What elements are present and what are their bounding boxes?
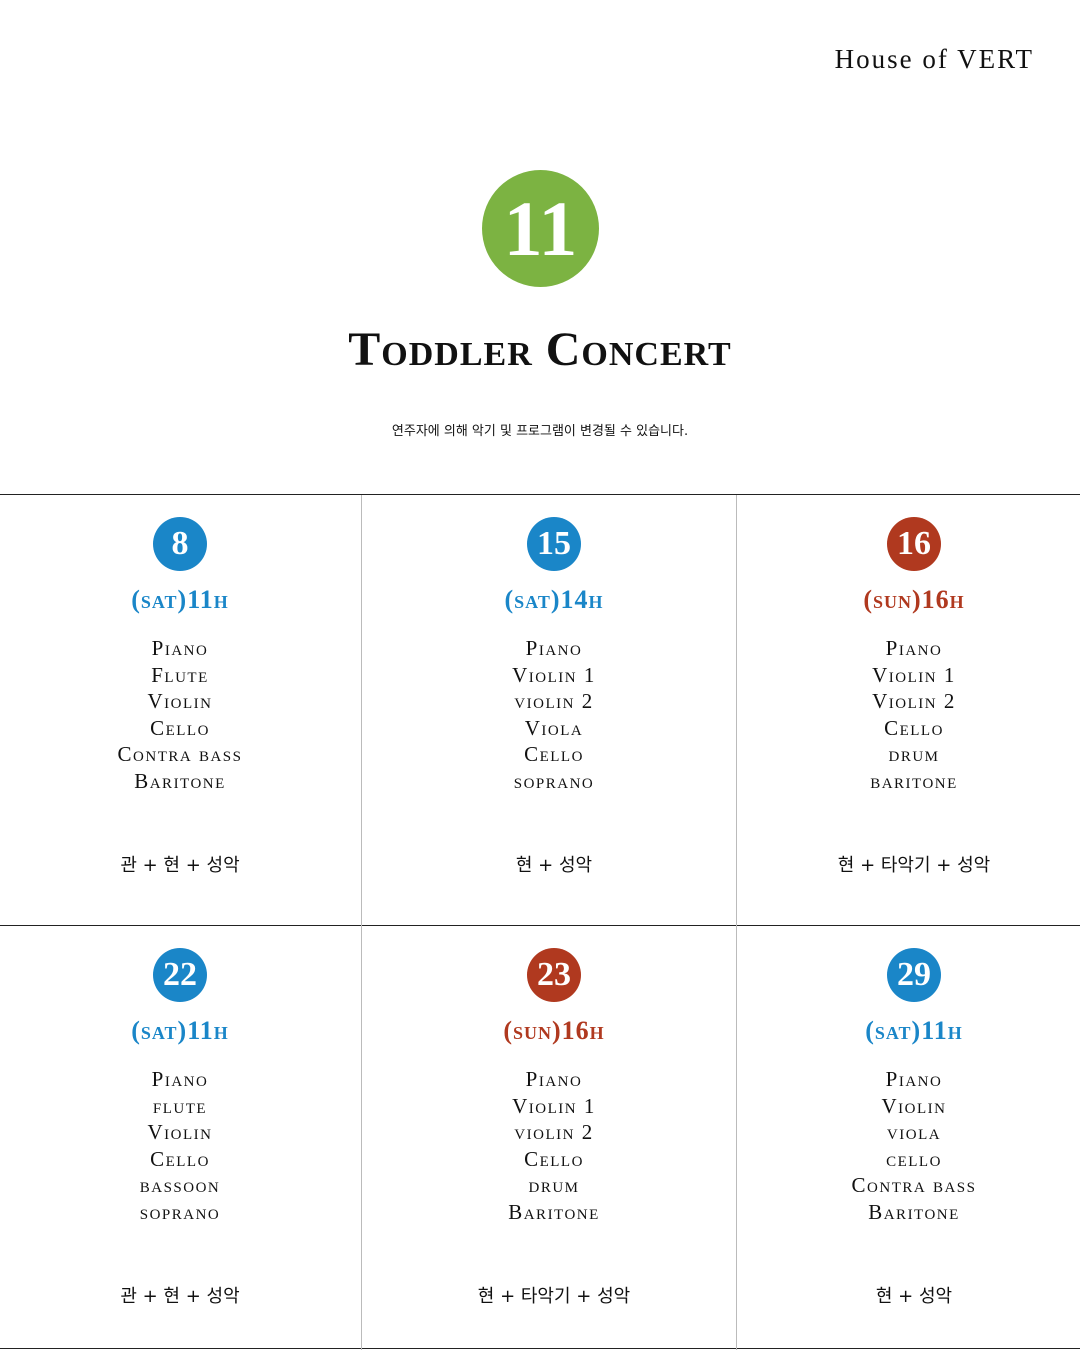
- instrument-item: flute: [152, 1093, 208, 1118]
- instrument-item: baritone: [870, 768, 958, 793]
- concert-cell: 15 (sat)14h Piano Violin 1 violin 2 Viola Cell…: [374, 495, 734, 925]
- concert-cell: 16 (sun)16h Piano Violin 1 Violin 2 Cello drum…: [734, 495, 1080, 925]
- instrument-item: Viola: [524, 715, 584, 740]
- instrument-item: Cello: [150, 1146, 210, 1171]
- instrument-item: Piano: [525, 636, 583, 660]
- instrument-item: Cello: [524, 742, 584, 766]
- instrument-item: Baritone: [134, 768, 226, 793]
- instrument-item: Piano: [151, 636, 209, 660]
- brand-name: House of VERT: [834, 44, 1034, 74]
- category-label: 현 + 성악: [515, 855, 593, 876]
- concert-time: (sun)16h: [503, 1016, 605, 1045]
- instrument-item: cello: [886, 1146, 942, 1171]
- instrument-item: bassoon: [139, 1173, 221, 1197]
- month-badge: 11: [482, 170, 599, 287]
- instrument-item: Contra bass: [851, 1173, 977, 1197]
- divider: [0, 494, 1080, 495]
- page-title: Toddler Concert: [348, 323, 732, 376]
- instrument-item: Cello: [884, 715, 944, 740]
- instrument-item: Piano: [151, 1067, 209, 1091]
- instrument-item: Flute: [151, 662, 209, 687]
- instrument-item: Violin 1: [512, 662, 596, 687]
- instrument-item: Violin: [881, 1093, 947, 1118]
- instrument-item: drum: [528, 1173, 580, 1197]
- concert-time: (sat)14h: [504, 585, 604, 614]
- instrument-item: Violin 1: [512, 1093, 596, 1118]
- instrument-item: Violin 1: [872, 662, 956, 687]
- instrument-item: Cello: [524, 1146, 584, 1171]
- category-label: 관 + 현 + 성악: [120, 855, 240, 876]
- divider: [361, 495, 362, 1350]
- concert-time: (sat)11h: [865, 1016, 963, 1045]
- divider: [0, 925, 1080, 926]
- divider: [0, 1348, 1080, 1349]
- category-label: 현 + 타악기 + 성악: [477, 1286, 631, 1307]
- category-label: 현 + 타악기 + 성악: [837, 855, 991, 876]
- instrument-item: soprano: [513, 768, 595, 793]
- day-badge: 29: [887, 948, 941, 1002]
- instrument-item: viola: [886, 1120, 942, 1144]
- instrument-list: Piano Violin 1 violin 2 Cello drum Baritone: [374, 1066, 734, 1225]
- instrument-item: Contra bass: [117, 742, 243, 766]
- concert-cell: 23 (sun)16h Piano Violin 1 violin 2 Cello drum…: [374, 926, 734, 1356]
- day-badge: 8: [153, 517, 207, 571]
- category-label: 현 + 성악: [875, 1286, 953, 1307]
- instrument-item: Violin: [147, 1120, 213, 1144]
- concert-time: (sat)11h: [131, 585, 229, 614]
- concert-cell: 29 (sat)11h Piano Violin viola cello Contra ba…: [734, 926, 1080, 1356]
- category-label: 관 + 현 + 성악: [120, 1286, 240, 1307]
- day-badge: 22: [153, 948, 207, 1002]
- instrument-item: violin 2: [514, 689, 594, 713]
- instrument-item: soprano: [139, 1199, 221, 1224]
- instrument-list: Piano Violin 1 violin 2 Viola Cello soprano: [374, 635, 734, 794]
- instrument-list: Piano Flute Violin Cello Contra bass Baritone: [0, 635, 360, 794]
- instrument-item: drum: [888, 742, 940, 766]
- instrument-item: Baritone: [868, 1199, 960, 1224]
- concert-time: (sat)11h: [131, 1016, 229, 1045]
- instrument-item: Baritone: [508, 1199, 600, 1224]
- instrument-item: violin 2: [514, 1120, 594, 1144]
- day-badge: 15: [527, 517, 581, 571]
- concert-cell: 22 (sat)11h Piano flute Violin Cello bassoon so…: [0, 926, 360, 1356]
- instrument-item: Violin: [147, 689, 213, 713]
- divider: [736, 495, 737, 1350]
- concert-cell: 8 (sat)11h Piano Flute Violin Cello Contra bas…: [0, 495, 360, 925]
- notice-text: 연주자에 의해 악기 및 프로그램이 변경될 수 있습니다.: [391, 424, 689, 439]
- instrument-item: Cello: [150, 715, 210, 740]
- instrument-item: Violin 2: [872, 689, 956, 713]
- day-badge: 16: [887, 517, 941, 571]
- instrument-list: Piano Violin viola cello Contra bass Baritone: [734, 1066, 1080, 1225]
- day-badge: 23: [527, 948, 581, 1002]
- concert-time: (sun)16h: [863, 585, 965, 614]
- instrument-list: Piano Violin 1 Violin 2 Cello drum baritone: [734, 635, 1080, 794]
- instrument-list: Piano flute Violin Cello bassoon soprano: [0, 1066, 360, 1225]
- instrument-item: Piano: [885, 1067, 943, 1091]
- instrument-item: Piano: [525, 1067, 583, 1091]
- instrument-item: Piano: [885, 636, 943, 660]
